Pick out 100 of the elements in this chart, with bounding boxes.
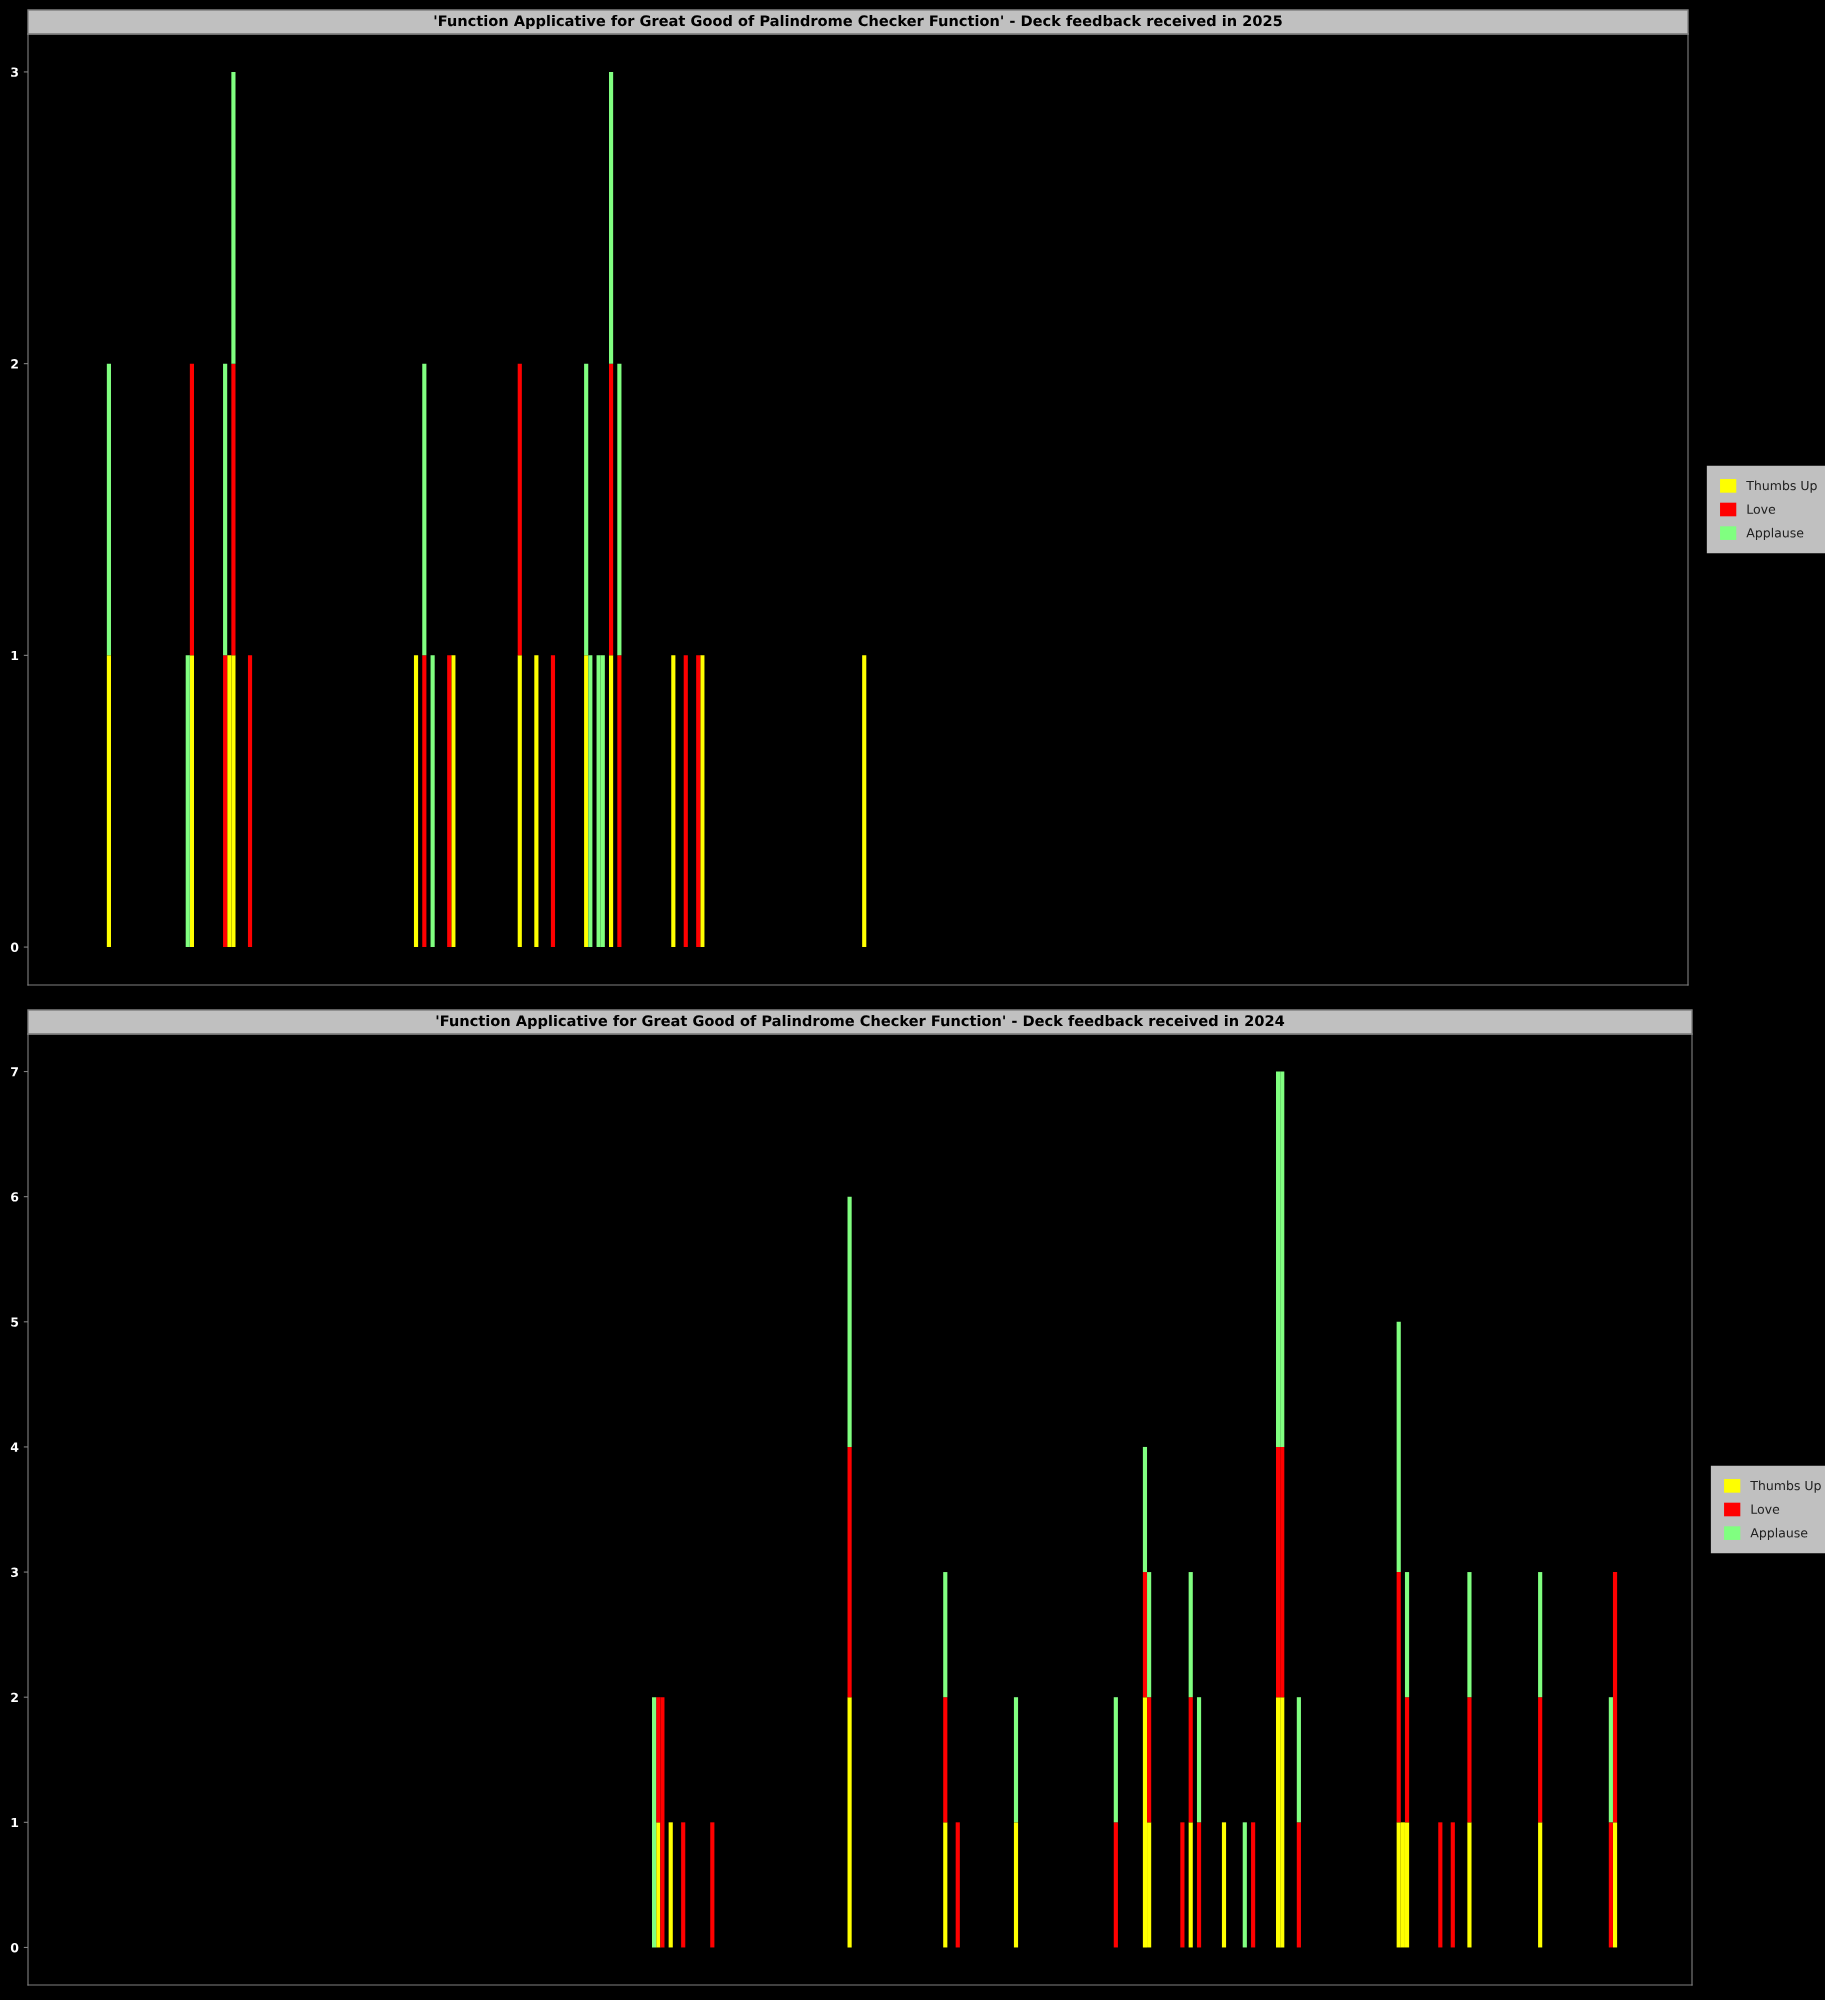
bar	[231, 363, 236, 656]
bar	[609, 655, 614, 948]
bar	[517, 363, 522, 656]
bar	[1400, 1822, 1405, 1948]
bar	[955, 1822, 960, 1948]
bar	[1142, 1697, 1148, 1948]
bar	[1280, 1071, 1285, 1447]
bar	[550, 655, 556, 948]
bar	[106, 363, 111, 656]
bar	[943, 1697, 948, 1823]
bar	[1296, 1697, 1301, 1823]
bar	[862, 655, 867, 948]
bar	[1612, 1822, 1618, 1948]
bar	[609, 71, 614, 364]
bar	[656, 1822, 661, 1948]
bar	[671, 655, 676, 948]
y-tick-label: 4	[10, 1442, 19, 1452]
bar	[1450, 1822, 1455, 1948]
bar	[413, 655, 419, 948]
bar	[652, 1697, 657, 1948]
bar	[189, 655, 194, 948]
bar	[1113, 1822, 1118, 1948]
bar	[1438, 1822, 1443, 1948]
bar	[584, 363, 589, 656]
bar	[231, 655, 236, 948]
bar	[223, 363, 228, 656]
y-tick-label: 3	[11, 67, 18, 77]
bar	[1188, 1822, 1193, 1948]
y-tick-label: 0	[10, 1942, 19, 1953]
y-tick-label: 1	[11, 650, 19, 661]
bar	[609, 363, 614, 656]
bar	[185, 655, 190, 948]
bar	[1467, 1822, 1472, 1948]
y-tick-label: 1	[11, 1817, 19, 1828]
bar	[696, 655, 701, 948]
bar	[1280, 1446, 1285, 1698]
legend-label: Love	[1751, 1504, 1780, 1514]
bar	[1180, 1822, 1185, 1948]
y-tick-label: 2	[11, 1692, 18, 1702]
bar	[1276, 1071, 1281, 1447]
bar	[1188, 1572, 1193, 1698]
bar	[1296, 1822, 1301, 1948]
bar	[584, 655, 589, 948]
bar	[1538, 1697, 1543, 1823]
bar	[617, 363, 622, 656]
bar	[668, 1822, 673, 1948]
bar	[189, 363, 194, 656]
bar	[1538, 1572, 1543, 1698]
bar	[847, 1446, 852, 1698]
bar	[943, 1822, 948, 1948]
bar	[1396, 1321, 1401, 1573]
bar	[1013, 1822, 1019, 1948]
y-tick-label: 3	[11, 1567, 18, 1577]
bar	[847, 1196, 852, 1447]
bar	[683, 655, 688, 948]
bar	[1467, 1572, 1472, 1698]
bar	[517, 655, 522, 948]
bar	[681, 1822, 686, 1948]
bar	[1396, 1572, 1401, 1823]
bar	[1196, 1822, 1202, 1948]
bar	[422, 655, 427, 948]
bar	[1142, 1446, 1148, 1573]
bar	[1396, 1822, 1401, 1948]
bar	[227, 655, 232, 948]
bar	[1467, 1697, 1472, 1823]
bar	[1404, 1822, 1410, 1948]
bar	[1142, 1572, 1148, 1698]
bar	[1608, 1822, 1613, 1948]
bar	[1221, 1822, 1227, 1948]
bar	[451, 655, 456, 948]
bar	[1113, 1697, 1118, 1823]
bar	[447, 655, 452, 948]
legend-label: Thumbs Up	[1746, 480, 1817, 493]
bar	[1242, 1822, 1247, 1948]
chart-title: 'Function Applicative for Great Good of Palindrome Checker Function' - Deck feedback received in 2025	[434, 14, 1282, 30]
bar	[1538, 1822, 1543, 1948]
y-tick-label: 0	[10, 942, 19, 952]
bar	[1404, 1697, 1410, 1823]
bar	[1147, 1572, 1152, 1698]
legend-label: Applause	[1750, 1527, 1808, 1540]
chart-title: 'Function Applicative for Great Good of Palindrome Checker Function' - Deck feedback received in 2024	[436, 1014, 1285, 1030]
legend-label: Applause	[1746, 527, 1804, 540]
bar	[617, 655, 622, 948]
bar	[1404, 1572, 1410, 1698]
bar	[223, 655, 228, 948]
legend-label: Thumbs Up	[1750, 1480, 1821, 1493]
bar	[1280, 1697, 1285, 1948]
legend-label: Love	[1747, 504, 1776, 514]
bar	[1251, 1822, 1256, 1948]
bar	[106, 655, 111, 948]
bar	[422, 363, 427, 656]
bar	[943, 1572, 948, 1698]
y-tick-label: 2	[11, 359, 18, 369]
bar	[847, 1697, 852, 1948]
bar	[430, 655, 435, 948]
bar	[231, 71, 236, 364]
bar	[247, 655, 253, 948]
bar	[1147, 1697, 1152, 1823]
bar	[596, 655, 601, 948]
bar	[534, 655, 539, 948]
